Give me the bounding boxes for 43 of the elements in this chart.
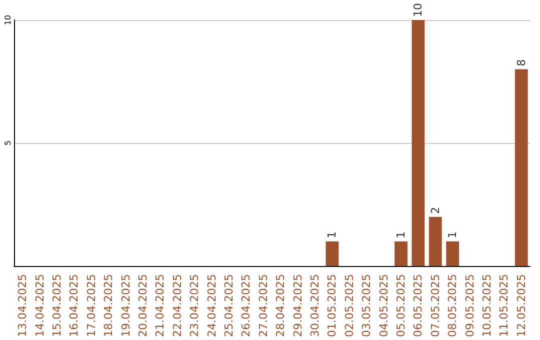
x-tick-label: 13.04.2025	[16, 274, 30, 338]
data-label: 8	[514, 59, 528, 66]
x-tick-label: 09.05.2025	[463, 274, 476, 338]
x-tick-label: 12.05.2025	[514, 274, 528, 338]
x-tick-label: 28.04.2025	[274, 274, 288, 338]
data-label: 2	[428, 206, 442, 214]
x-tick-label: 06.05.2025	[412, 274, 425, 338]
x-tick-label: 10.05.2025	[480, 274, 494, 338]
bar	[514, 69, 528, 266]
x-tick-label: 22.04.2025	[170, 274, 184, 338]
x-tick-label: 02.05.2025	[342, 274, 356, 338]
data-label: 1	[326, 231, 339, 238]
x-tick-label: 01.05.2025	[326, 274, 339, 338]
x-tick-label: 07.05.2025	[428, 274, 442, 338]
x-tick-label: 05.05.2025	[394, 274, 408, 338]
x-tick-label: 24.04.2025	[205, 274, 218, 338]
x-tick-label: 29.04.2025	[291, 274, 304, 338]
x-tick-label: 18.04.2025	[102, 274, 116, 338]
data-label: 1	[394, 231, 408, 238]
bar	[428, 216, 442, 266]
y-tick-label: 5	[4, 140, 12, 146]
bar	[326, 241, 339, 266]
x-tick-label: 15.04.2025	[50, 274, 64, 338]
x-tick-label: 25.04.2025	[222, 274, 236, 338]
bar	[446, 241, 460, 266]
x-tick-label: 26.04.2025	[240, 274, 253, 338]
x-tick-label: 20.04.2025	[136, 274, 150, 338]
x-tick-label: 23.04.2025	[188, 274, 202, 338]
x-tick-label: 03.05.2025	[360, 274, 374, 338]
data-label: 1	[446, 231, 460, 238]
x-tick-label: 30.04.2025	[308, 274, 322, 338]
bar	[412, 20, 425, 266]
x-tick-label: 04.05.2025	[377, 274, 390, 338]
x-tick-label: 19.04.2025	[119, 274, 132, 338]
data-label: 10	[412, 3, 425, 17]
x-tick-label: 08.05.2025	[446, 274, 460, 338]
x-tick-label: 16.04.2025	[68, 274, 81, 338]
x-tick-label: 11.05.2025	[498, 274, 511, 338]
x-tick-label: 21.04.2025	[154, 274, 167, 338]
x-tick-label: 17.04.2025	[84, 274, 98, 338]
x-tick-label: 27.04.2025	[256, 274, 270, 338]
x-tick-label: 14.04.2025	[33, 274, 46, 338]
bar	[394, 241, 408, 266]
